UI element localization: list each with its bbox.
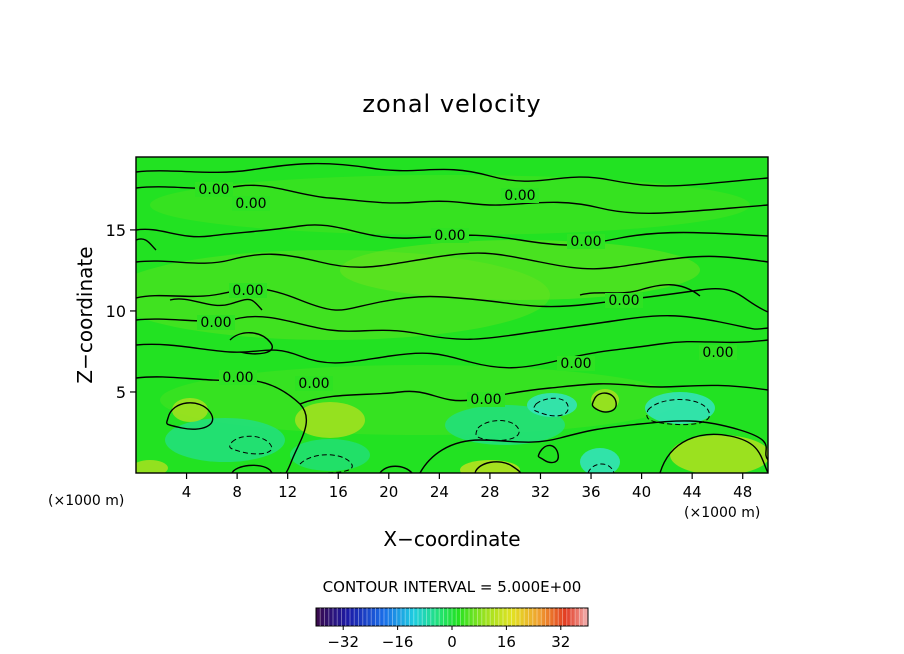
field-patch-teal-a bbox=[165, 418, 285, 462]
contour-label-bg bbox=[195, 182, 233, 197]
contour-label-bg bbox=[295, 376, 333, 391]
x-axis-unit-right: (×1000 m) bbox=[684, 505, 760, 521]
x-tick-label: 36 bbox=[581, 483, 600, 501]
contour-value-label: 0.00 bbox=[608, 293, 639, 309]
contour-label-bg bbox=[197, 315, 235, 330]
field-patch-yg-b bbox=[172, 398, 208, 422]
field-patch-yg-f bbox=[136, 460, 168, 473]
x-tick-label: 8 bbox=[232, 483, 242, 501]
x-axis-ticks: 4 8 12 16 20 24 28 32 36 40 44 48 bbox=[182, 473, 752, 501]
y-tick-label: 5 bbox=[116, 383, 126, 402]
contour-line bbox=[537, 444, 559, 464]
plot-frame bbox=[135, 156, 769, 474]
colorbar-stripes bbox=[319, 608, 585, 626]
x-tick-label: 28 bbox=[480, 483, 499, 501]
contour-label-bg bbox=[431, 228, 469, 243]
field-patch-upper bbox=[150, 175, 750, 235]
y-axis-ticks: 5 10 15 bbox=[106, 221, 136, 402]
contour-value-label: 0.00 bbox=[570, 234, 601, 250]
contour-line bbox=[659, 433, 768, 473]
contour-value-label: 0.00 bbox=[702, 345, 733, 361]
x-tick-label: 4 bbox=[182, 483, 192, 501]
contour-line bbox=[419, 420, 768, 473]
x-tick-label: 40 bbox=[632, 483, 651, 501]
field-patch-yg-c bbox=[670, 435, 768, 473]
contour-line bbox=[136, 162, 768, 187]
contour-label-bg bbox=[699, 345, 737, 360]
y-tick-label: 15 bbox=[106, 221, 126, 240]
contour-label-bg bbox=[605, 293, 643, 308]
x-tick-label: 16 bbox=[329, 483, 348, 501]
x-tick-label: 20 bbox=[379, 483, 398, 501]
contour-line bbox=[591, 392, 617, 413]
x-tick-label: 32 bbox=[531, 483, 550, 501]
contour-interval-label: CONTOUR INTERVAL = 5.000E+00 bbox=[323, 578, 582, 596]
contour-dashed bbox=[533, 397, 569, 417]
contour-label-bg bbox=[219, 370, 257, 385]
field-patch-yg-a bbox=[295, 402, 365, 438]
chart-title: zonal velocity bbox=[362, 90, 541, 118]
field-patch-light bbox=[340, 240, 700, 300]
contour-value-label: 0.00 bbox=[434, 228, 465, 244]
x-tick-label: 24 bbox=[430, 483, 449, 501]
colorbar-tick-label: 32 bbox=[551, 633, 570, 651]
contour-line bbox=[579, 284, 701, 297]
contour-label-bg bbox=[557, 356, 595, 371]
contour-line bbox=[229, 332, 273, 355]
y-axis-label: Z−coordinate bbox=[73, 246, 97, 383]
contour-line bbox=[136, 224, 768, 246]
contour-line bbox=[231, 464, 273, 473]
contour-value-label: 0.00 bbox=[232, 283, 263, 299]
contour-value-label: 0.00 bbox=[198, 182, 229, 198]
contour-line bbox=[166, 402, 214, 430]
contour-line bbox=[136, 184, 768, 214]
contour-value-label: 0.00 bbox=[222, 370, 253, 386]
contour-line bbox=[299, 383, 768, 405]
field-patch-teal-c bbox=[527, 393, 577, 417]
field-patch-teal-b bbox=[445, 405, 565, 445]
contour-line bbox=[136, 376, 308, 473]
x-tick-label: 48 bbox=[733, 483, 752, 501]
contour-value-label: 0.00 bbox=[504, 188, 535, 204]
contour-line bbox=[136, 252, 768, 270]
x-tick-label: 44 bbox=[683, 483, 702, 501]
contour-labels: 0.000.00 0.000.00 0.000.000.000.000.000.00… bbox=[195, 182, 737, 408]
y-tick-label: 10 bbox=[106, 302, 126, 321]
contour-label-bg bbox=[467, 392, 505, 407]
contour-label-bg bbox=[232, 196, 270, 211]
contour-line bbox=[169, 298, 263, 311]
contour-line bbox=[136, 315, 768, 340]
contour-value-label: 0.00 bbox=[200, 315, 231, 331]
contour-value-label: 0.00 bbox=[235, 196, 266, 212]
contour-dashed bbox=[646, 399, 710, 426]
contour-dashed bbox=[587, 463, 615, 473]
field-patch-cyan bbox=[645, 392, 715, 424]
contour-value-label: 0.00 bbox=[560, 356, 591, 372]
x-axis-label: X−coordinate bbox=[383, 527, 520, 551]
x-axis-unit-left: (×1000 m) bbox=[48, 493, 124, 509]
colorbar-tick-label: 0 bbox=[447, 633, 457, 651]
negative-contours bbox=[229, 397, 710, 473]
colorbar-tick-label: −32 bbox=[327, 633, 359, 651]
colorbar-ticks: −32 −16 0 16 32 bbox=[327, 626, 570, 651]
contour-dashed bbox=[229, 435, 273, 455]
contour-line bbox=[379, 465, 413, 473]
contour-value-label: 0.00 bbox=[470, 392, 501, 408]
contour-dashed bbox=[475, 420, 520, 441]
contour-label-bg bbox=[567, 234, 605, 249]
colorbar-tick-label: −16 bbox=[382, 633, 414, 651]
contour-line bbox=[136, 238, 157, 251]
contour-label-bg bbox=[229, 283, 267, 298]
contour-value-label: 0.00 bbox=[298, 376, 329, 392]
contour-lines bbox=[136, 162, 768, 473]
contour-label-bg bbox=[501, 188, 539, 203]
colorbar-tick-label: 16 bbox=[497, 633, 516, 651]
velocity-field bbox=[136, 157, 768, 473]
x-tick-label: 12 bbox=[278, 483, 297, 501]
colorbar: −32 −16 0 16 32 bbox=[315, 607, 589, 651]
